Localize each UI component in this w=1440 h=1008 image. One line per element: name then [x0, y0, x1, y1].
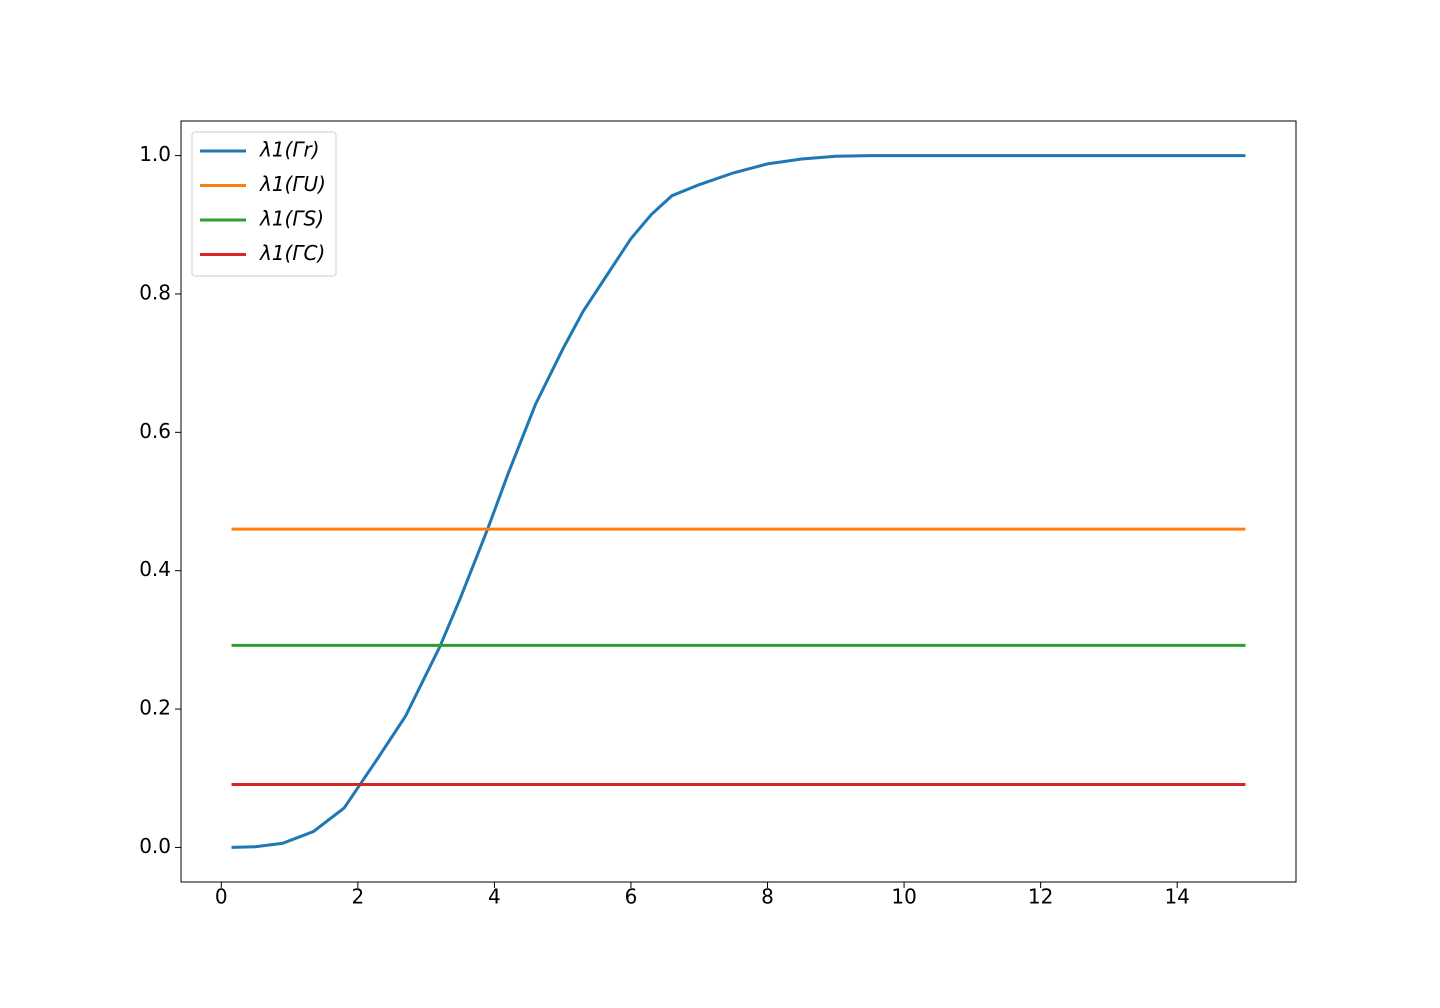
legend-label: λ1(Γr): [259, 138, 320, 162]
y-tick-label: 0.0: [139, 834, 171, 858]
y-tick-label: 0.4: [139, 557, 171, 581]
y-tick-label: 0.6: [139, 419, 171, 443]
x-tick-label: 0: [215, 885, 228, 909]
legend-label: λ1(ΓS): [259, 207, 324, 231]
legend-label: λ1(ΓU): [259, 172, 326, 196]
y-tick-label: 1.0: [139, 142, 171, 166]
x-tick-label: 6: [625, 885, 638, 909]
x-tick-label: 4: [488, 885, 501, 909]
legend-label: λ1(ΓC): [259, 241, 325, 265]
y-tick-label: 0.8: [139, 280, 171, 304]
plot-frame: [180, 120, 1297, 883]
x-tick-label: 10: [891, 885, 916, 909]
series-line: [231, 154, 1246, 849]
x-tick-label: 14: [1164, 885, 1189, 909]
x-tick-label: 2: [351, 885, 364, 909]
x-tick-label: 12: [1028, 885, 1053, 909]
x-tick-label: 8: [761, 885, 774, 909]
legend-box: [191, 131, 337, 277]
y-tick-label: 0.2: [139, 696, 171, 720]
